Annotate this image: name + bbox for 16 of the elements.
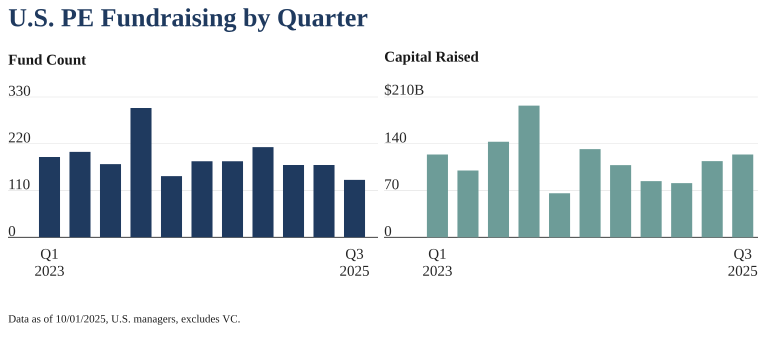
y-tick-label: 140 — [386, 132, 406, 143]
y-tick-label: 220 — [8, 132, 30, 143]
x-tick-label: Q3 2025 — [340, 248, 369, 276]
y-axis-title: Fund Count — [8, 54, 86, 65]
y-tick-label: 0 — [8, 226, 16, 236]
y-tick-label: 110 — [10, 179, 30, 190]
text: Data as of 10/01/2025, U.S. managers, excludes VC. — [8, 314, 240, 325]
x-tick-label: Q1 2023 — [423, 248, 452, 276]
chart-title: U.S. PE Fundraising by Quarter — [8, 8, 368, 32]
y-axis-title: Capital Raised — [384, 51, 479, 65]
y-tick-label: 0 — [384, 226, 392, 236]
x-tick-label: Q1 2023 — [35, 248, 64, 276]
x-tick-label: Q3 2025 — [728, 248, 758, 276]
y-tick-label: 70 — [385, 179, 399, 190]
y-tick-label: $210B — [384, 84, 424, 96]
y-tick-label: 330 — [8, 86, 30, 96]
